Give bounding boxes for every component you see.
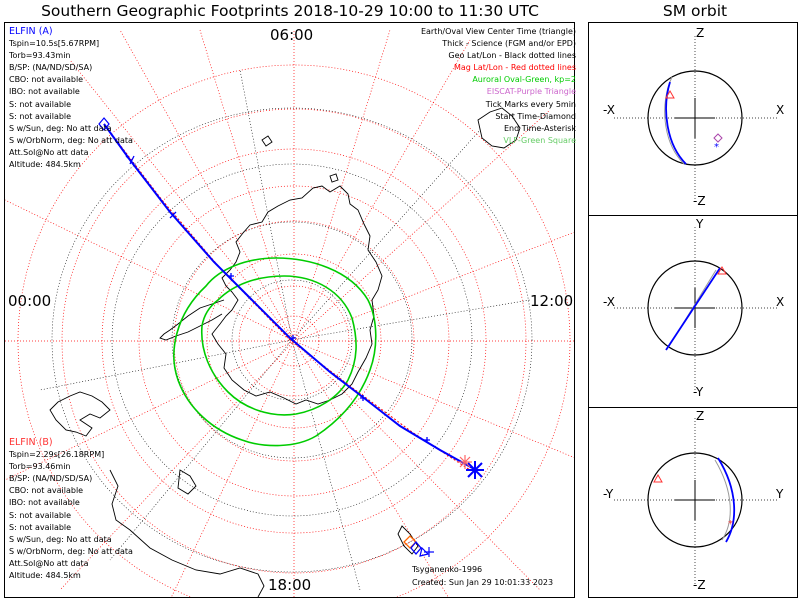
info-line: B/SP: (NA/ND/SD/SA): [9, 474, 93, 484]
geo-grid: [39, 69, 533, 591]
footprint-map-panel: [4, 22, 575, 598]
time-label-bottom: 18:00: [268, 576, 312, 594]
elfin-a-ticks: [125, 155, 430, 443]
info-line: S: not available: [9, 510, 72, 520]
info-line: S: not available: [9, 522, 72, 532]
elfin-a-heading: ELFIN (A): [9, 26, 53, 37]
info-line: B/SP: (NA/ND/SD/SA): [9, 63, 93, 73]
south-america-coast: [49, 391, 111, 437]
info-line: S w/Sun, deg: No att data: [9, 534, 112, 544]
legend-item: Earth/Oval View Center Time (triangle): [420, 27, 576, 36]
info-line: Tspin=10.5s[5.67RPM]: [9, 39, 100, 49]
info-line: S: not available: [9, 99, 72, 109]
auroral-oval-outer: [173, 257, 377, 447]
plus-marker: [424, 547, 434, 557]
info-line: S w/OrbNorm, deg: No att data: [9, 546, 133, 556]
info-line: Att.Sol@No att data: [9, 558, 89, 568]
info-line: Tspin=2.29s[26.18RPM]: [9, 450, 105, 460]
small-island: [329, 173, 339, 183]
sm-p1-left: -X: [603, 103, 615, 117]
elfin-a-info: ELFIN (A) Tspin=10.5s[5.67RPM] Torb=93.4…: [9, 26, 133, 171]
legend-item: Geo Lat/Lon - Black dotted lines: [448, 51, 576, 61]
legend-item: Thick - Science (FGM and/or EPD): [442, 39, 576, 49]
legend-item: Start Time-Diamond: [495, 111, 576, 121]
page-title: Southern Geographic Footprints 2018-10-2…: [41, 2, 539, 20]
tasmania-coast: [177, 469, 197, 495]
info-line: S w/OrbNorm, deg: No att data: [9, 135, 133, 145]
legend-item: VLF-Green Square: [503, 135, 576, 145]
info-line: Altitude: 484.5km: [9, 571, 81, 581]
info-line: CBO: not available: [9, 486, 84, 496]
elfin-a-track-red: [103, 123, 471, 471]
info-line: Altitude: 484.5km: [9, 160, 81, 170]
info-line: IBO: not available: [9, 87, 80, 97]
sm-p1-top: Z: [696, 26, 705, 40]
map-legend: Earth/Oval View Center Time (triangle) T…: [421, 26, 576, 147]
sm-orbit-panel: [588, 22, 798, 598]
sm-panel-yz: *: [614, 418, 778, 584]
elfin-b-heading: ELFIN (B): [9, 437, 53, 448]
elfin-b-end-asterisk: [458, 455, 472, 469]
sm-p2-top: Y: [696, 217, 704, 231]
svg-text:*: *: [714, 142, 719, 153]
time-label-right: 12:00: [530, 292, 574, 310]
info-line: Torb=93.43min: [9, 51, 71, 61]
elfin-a-start-diamond: [98, 117, 110, 131]
legend-item: EISCAT-Purple Triangle: [486, 87, 576, 97]
info-line: Torb=93.46min: [9, 462, 71, 472]
info-line: Att.Sol@No att data: [9, 147, 89, 157]
small-island: [261, 135, 273, 147]
sm-panel-xy: [614, 227, 778, 392]
info-line: CBO: not available: [9, 75, 84, 85]
legend-item: Tick Marks every 5min: [485, 99, 576, 109]
polar-map: [5, 29, 574, 597]
elfin-a-end-asterisk: [466, 461, 484, 479]
sm-p3-bottom: -Z: [693, 578, 706, 592]
triangle-marker: [419, 546, 430, 557]
sm-orbit-plots: * *: [614, 36, 778, 584]
time-label-top: 06:00: [270, 26, 314, 44]
elfin-b-info: ELFIN (B) Tspin=2.29s[26.18RPM] Torb=93.…: [9, 437, 133, 582]
model-credit: Tsyganenko-1996: [412, 565, 483, 574]
sm-panel-divider: [588, 407, 798, 408]
sm-panel-xz: *: [614, 36, 778, 200]
time-label-left: 00:00: [8, 292, 52, 310]
sm-p1-bottom: -Z: [693, 194, 706, 208]
sm-p2-bottom: -Y: [693, 385, 704, 399]
info-line: S: not available: [9, 111, 72, 121]
mag-grid: [5, 29, 574, 597]
antarctica-coastline: [211, 185, 383, 405]
svg-text:*: *: [728, 519, 733, 530]
elfin-a-start-diamond-2: [410, 540, 422, 556]
australia-coast: [109, 469, 265, 597]
sm-p3-top: Z: [696, 409, 705, 423]
new-zealand-coast: [397, 525, 419, 555]
auroral-oval-inner: [200, 275, 357, 416]
sm-p3-left: -Y: [603, 487, 614, 501]
info-line: IBO: not available: [9, 498, 80, 508]
legend-item: Auroral Oval-Green, kp=2: [472, 75, 576, 85]
info-line: S w/Sun, deg: No att data: [9, 123, 112, 133]
created-timestamp: Created: Sun Jan 29 10:01:33 2023: [412, 578, 554, 587]
sm-p1-right: X: [776, 103, 785, 117]
sm-panel-divider: [588, 215, 798, 216]
sm-p2-right: X: [776, 295, 785, 309]
sm-orbit-title: SM orbit: [662, 2, 728, 20]
legend-item: Mag Lat/Lon - Red dotted lines: [453, 63, 576, 73]
antarctic-peninsula: [159, 299, 225, 341]
africa-coast: [477, 107, 521, 149]
sm-p2-left: -X: [603, 295, 615, 309]
elfin-b-start-diamond: [403, 535, 417, 549]
legend-item: End Time-Asterisk: [503, 123, 576, 133]
sm-p3-right: Y: [776, 487, 784, 501]
